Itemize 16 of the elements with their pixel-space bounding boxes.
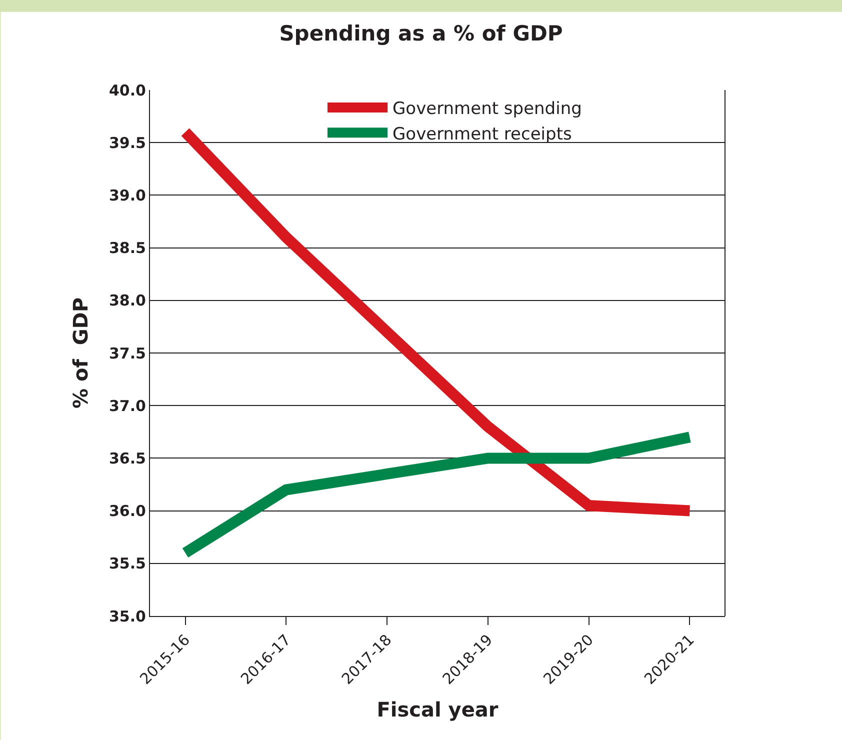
y-tick-label: 36.0 xyxy=(108,502,146,520)
y-tick-label: 35.5 xyxy=(108,554,146,573)
y-tick-label: 39.5 xyxy=(108,134,146,152)
y-tick-label: 38.5 xyxy=(108,239,146,258)
y-tick-label: 39.0 xyxy=(108,186,146,204)
x-axis-title: Fiscal year xyxy=(376,697,498,722)
y-tick-label: 36.5 xyxy=(108,449,146,468)
y-tick-label: 37.0 xyxy=(108,396,146,415)
legend-label: Government receipts xyxy=(392,124,572,144)
y-tick-label: 35.0 xyxy=(108,607,146,626)
y-tick-label: 40.0 xyxy=(108,81,146,100)
legend-label: Government spending xyxy=(392,99,582,120)
y-tick-label: 37.5 xyxy=(108,344,146,362)
chart-title: Spending as a % of GDP xyxy=(279,22,563,46)
y-tick-label: 38.0 xyxy=(108,292,146,310)
y-axis-title: % of GDP xyxy=(68,297,92,409)
